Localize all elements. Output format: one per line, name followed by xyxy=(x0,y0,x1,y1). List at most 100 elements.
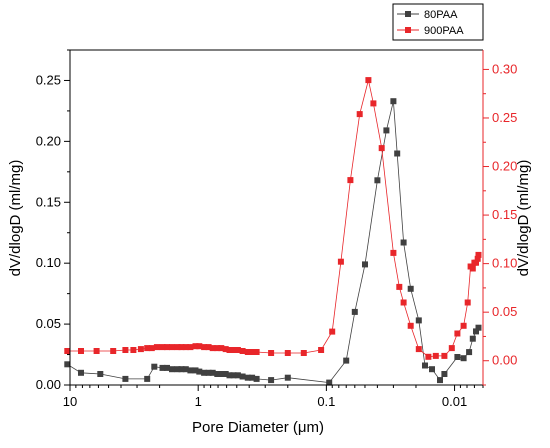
data-point-900PAA-10 xyxy=(159,344,166,351)
data-point-900PAA-40 xyxy=(365,77,372,84)
data-point-900PAA-1 xyxy=(78,348,84,354)
data-point-80PAA-35 xyxy=(383,127,390,134)
data-point-80PAA-12 xyxy=(187,367,194,374)
data-point-900PAA-5 xyxy=(130,347,137,353)
y-tick-label-right: 0.05 xyxy=(492,304,517,319)
data-point-900PAA-39 xyxy=(356,111,363,118)
y-tick-label-right: 0.10 xyxy=(492,256,517,271)
data-point-900PAA-29 xyxy=(244,349,251,355)
data-point-80PAA-24 xyxy=(239,373,246,380)
data-point-80PAA-48 xyxy=(469,335,476,342)
data-point-80PAA-1 xyxy=(78,369,84,376)
data-point-900PAA-15 xyxy=(182,344,189,351)
data-point-80PAA-40 xyxy=(415,317,422,324)
data-point-80PAA-25 xyxy=(244,374,251,381)
x-tick-label: 0.01 xyxy=(442,394,467,409)
y-tick-label-left: 0.10 xyxy=(36,255,61,270)
data-point-80PAA-45 xyxy=(454,354,461,360)
x-tick-label: 1 xyxy=(195,394,202,409)
data-point-900PAA-43 xyxy=(390,249,397,256)
data-point-80PAA-19 xyxy=(218,371,225,377)
data-point-80PAA-31 xyxy=(343,357,350,364)
data-point-900PAA-53 xyxy=(460,322,467,329)
y-tick-label-left: 0.05 xyxy=(36,316,61,331)
axes: 10 1 0.1 0.01 0.00 0.05 0.10 0.15 0.20 0.25 0.00 0.… xyxy=(36,49,517,409)
data-point-900PAA-6 xyxy=(137,346,144,353)
data-point-900PAA-2 xyxy=(93,348,100,354)
data-point-80PAA-15 xyxy=(201,369,208,376)
data-point-900PAA-34 xyxy=(300,350,307,356)
data-point-900PAA-28 xyxy=(239,348,246,354)
data-point-80PAA-14 xyxy=(196,368,203,375)
y-tick-label-right: 0.00 xyxy=(492,353,517,368)
data-point-900PAA-9 xyxy=(153,344,160,351)
data-point-900PAA-23 xyxy=(218,345,225,352)
data-point-900PAA-54 xyxy=(464,299,471,306)
data-point-900PAA-37 xyxy=(337,258,344,265)
data-point-900PAA-3 xyxy=(110,348,117,354)
data-point-80PAA-42 xyxy=(429,366,435,373)
data-point-80PAA-29 xyxy=(284,374,291,381)
data-point-900PAA-36 xyxy=(329,328,336,335)
legend: 80PAA 900PAA xyxy=(392,3,484,41)
data-point-900PAA-18 xyxy=(196,343,203,350)
data-point-900PAA-42 xyxy=(378,145,385,152)
data-point-80PAA-27 xyxy=(253,375,260,382)
data-point-900PAA-32 xyxy=(268,350,275,356)
data-point-900PAA-7 xyxy=(144,345,151,352)
data-point-900PAA-46 xyxy=(407,322,414,329)
data-point-80PAA-22 xyxy=(230,372,237,379)
y-tick-label-right: 0.20 xyxy=(492,159,517,174)
data-point-900PAA-19 xyxy=(201,344,208,351)
y-axis-title-left: dV/dlogD (ml/mg) xyxy=(7,160,24,277)
x-tick-label: 10 xyxy=(63,394,77,409)
data-point-900PAA-52 xyxy=(454,330,461,337)
data-point-900PAA-27 xyxy=(234,347,241,353)
data-point-900PAA-12 xyxy=(169,344,175,351)
legend-label-900PAA: 900PAA xyxy=(424,25,464,37)
data-point-900PAA-41 xyxy=(370,100,377,107)
data-point-900PAA-20 xyxy=(205,344,212,351)
data-point-80PAA-7 xyxy=(164,364,170,371)
data-point-80PAA-13 xyxy=(192,367,199,374)
data-point-80PAA-28 xyxy=(268,377,275,384)
data-point-900PAA-45 xyxy=(400,299,407,306)
data-point-900PAA-51 xyxy=(448,345,455,352)
data-point-80PAA-5 xyxy=(151,363,158,370)
data-point-900PAA-47 xyxy=(415,346,422,353)
data-point-900PAA-58 xyxy=(473,259,479,266)
y-axis-title-right: dV/dlogD (ml/mg) xyxy=(515,160,532,277)
data-point-900PAA-21 xyxy=(209,345,216,352)
data-point-80PAA-47 xyxy=(466,349,473,356)
data-point-80PAA-20 xyxy=(222,371,229,377)
data-point-900PAA-30 xyxy=(249,349,256,355)
data-point-900PAA-14 xyxy=(178,344,185,351)
data-point-900PAA-4 xyxy=(122,347,129,353)
data-point-80PAA-6 xyxy=(159,364,166,371)
data-point-900PAA-31 xyxy=(253,349,260,355)
data-point-900PAA-56 xyxy=(469,265,476,272)
data-point-900PAA-60 xyxy=(475,251,482,258)
data-point-900PAA-26 xyxy=(230,347,237,353)
data-point-80PAA-32 xyxy=(351,308,358,315)
data-point-80PAA-33 xyxy=(362,261,368,268)
data-point-900PAA-22 xyxy=(214,345,221,352)
legend-label-80PAA: 80PAA xyxy=(424,9,458,21)
legend-marker-80PAA xyxy=(405,11,411,17)
data-point-80PAA-17 xyxy=(209,369,216,376)
data-point-80PAA-34 xyxy=(374,177,381,184)
y-tick-label-left: 0.25 xyxy=(36,72,61,87)
data-point-80PAA-26 xyxy=(249,374,256,381)
data-point-80PAA-8 xyxy=(169,366,175,373)
y-tick-label-left: 0.00 xyxy=(36,377,61,392)
legend-marker-900PAA xyxy=(405,27,411,33)
data-point-80PAA-21 xyxy=(226,372,233,379)
data-point-900PAA-49 xyxy=(432,352,439,359)
data-point-80PAA-18 xyxy=(214,371,221,377)
data-point-900PAA-48 xyxy=(425,353,432,360)
y-tick-label-left: 0.20 xyxy=(36,133,61,148)
data-point-80PAA-50 xyxy=(475,324,482,331)
data-point-80PAA-4 xyxy=(144,375,151,382)
